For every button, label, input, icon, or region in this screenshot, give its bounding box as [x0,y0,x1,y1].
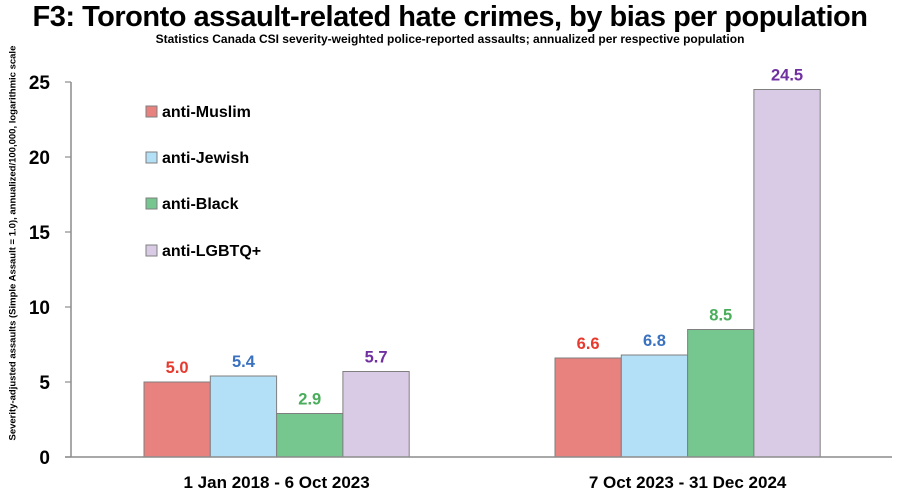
data-label: 2.9 [298,391,321,409]
data-labels-layer: 5.0 5.4 2.9 5.7 6.6 6.8 8.5 24.5 [166,67,803,409]
y-tick-label: 10 [29,298,50,319]
bar-anti-muslim [554,357,622,458]
legend-label: anti-Black [162,196,239,213]
data-label: 24.5 [771,67,803,85]
bar-anti-black [687,329,755,458]
legend-swatch [145,151,158,164]
bar-anti-black [276,413,344,458]
bar-anti-muslim [143,381,211,458]
bar-anti-lgbtq [753,89,821,458]
y-tick-label: 15 [29,223,51,244]
chart-title: F3: Toronto assault-related hate crimes,… [32,1,868,33]
data-label: 6.6 [577,335,600,353]
legend-label: anti-Jewish [162,150,249,167]
y-tick-label: 20 [29,148,50,169]
x-tick-label: 1 Jan 2018 - 6 Oct 2023 [184,473,370,492]
data-label: 5.7 [365,349,388,367]
y-tick-label: 0 [39,448,50,469]
axes-layer: 0 5 10 15 20 25 1 Jan 2018 - 6 Oct 2023 7 Oct 2… [29,73,892,492]
legend-label: anti-Muslim [162,104,251,121]
chart-subtitle: Statistics Canada CSI severity-weighted … [155,32,745,46]
data-label: 6.8 [643,332,666,350]
x-tick-label: 7 Oct 2023 - 31 Dec 2024 [589,473,787,492]
bars-layer [143,89,821,458]
bar-anti-jewish [209,375,278,458]
data-label: 5.4 [232,353,256,371]
data-label: 8.5 [709,307,732,325]
data-label: 5.0 [166,359,189,377]
legend-swatch [145,105,158,118]
legend-label: anti-LGBTQ+ [162,243,261,260]
bar-anti-lgbtq [342,371,410,458]
legend-swatch [145,244,158,257]
legend: anti-Muslim anti-Jewish anti-Black anti-LGB… [145,104,261,260]
legend-swatch [145,197,158,210]
y-tick-label: 25 [29,73,51,94]
y-tick-label: 5 [39,373,50,394]
bar-anti-jewish [620,354,689,458]
